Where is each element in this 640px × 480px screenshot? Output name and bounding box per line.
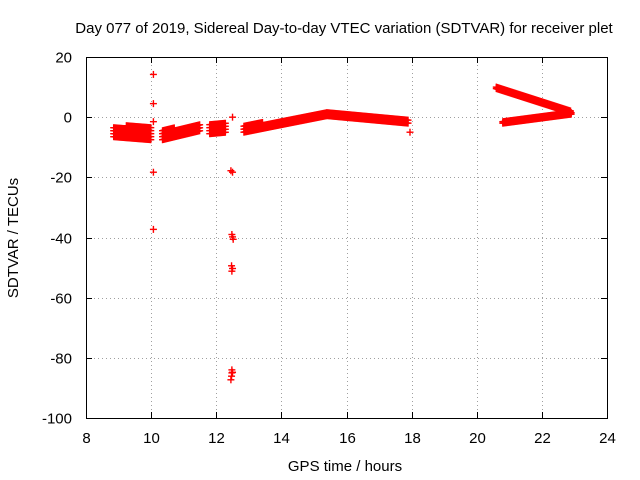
chart-title: Day 077 of 2019, Sidereal Day-to-day VTE…: [75, 20, 613, 37]
y-tick-label: -100: [42, 411, 72, 428]
data-point: [229, 235, 237, 243]
plot-frame: [86, 57, 608, 419]
x-tick-label: 22: [534, 430, 551, 447]
data-point: [149, 118, 157, 126]
x-tick-label: 18: [404, 430, 421, 447]
data-point: [149, 168, 157, 176]
data-point: [567, 109, 575, 117]
y-tick-label: -60: [50, 291, 72, 308]
data-point: [227, 167, 235, 175]
x-tick-label: 12: [208, 430, 225, 447]
x-tick-label: 14: [273, 430, 290, 447]
data-point: [149, 70, 157, 78]
data-point: [149, 225, 157, 233]
tick-labels: 8 10 12 14 16 18 20 22 24 -100 -80 -60 -40 -20 0 20: [42, 50, 616, 448]
x-axis-label: GPS time / hours: [288, 458, 402, 475]
data-point: [406, 128, 414, 136]
x-tick-label: 24: [599, 430, 616, 447]
x-tick-label: 20: [469, 430, 486, 447]
x-tick-label: 8: [82, 430, 90, 447]
data-point: [229, 368, 237, 376]
y-axis-label: SDTVAR / TECUs: [5, 178, 22, 298]
data-point: [147, 124, 155, 132]
data-point: [227, 376, 235, 384]
x-tick-label: 10: [143, 430, 160, 447]
x-tick-label: 16: [339, 430, 356, 447]
data-point: [228, 267, 236, 275]
y-tick-label: 20: [55, 50, 72, 67]
data-point: [229, 168, 237, 176]
data-point: [404, 116, 412, 124]
data-point: [149, 100, 157, 108]
data-point: [229, 113, 237, 121]
data-point: [196, 121, 204, 129]
y-tick-label: -80: [50, 351, 72, 368]
data-point: [221, 119, 229, 127]
y-tick-label: 0: [64, 110, 72, 127]
y-tick-label: -20: [50, 170, 72, 187]
data-points: [110, 70, 575, 384]
y-tick-label: -40: [50, 231, 72, 248]
